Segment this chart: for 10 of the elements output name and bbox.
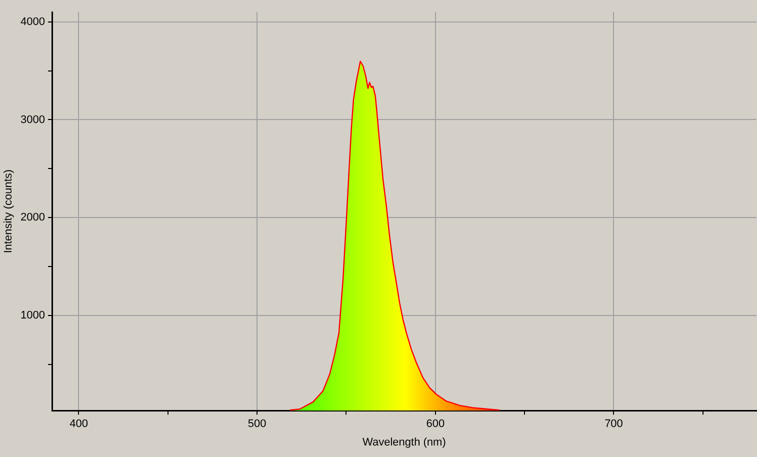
x-tick-label: 700 bbox=[604, 418, 623, 430]
y-tick-label: 2000 bbox=[20, 212, 45, 224]
x-tick-label: 400 bbox=[70, 418, 88, 430]
x-axis-title: Wavelength (nm) bbox=[362, 436, 446, 448]
x-tick-label: 500 bbox=[248, 418, 266, 430]
y-tick-label: 4000 bbox=[20, 16, 45, 28]
y-tick-label: 3000 bbox=[20, 114, 45, 126]
y-tick-label: 1000 bbox=[20, 310, 45, 322]
x-tick-label: 600 bbox=[426, 418, 445, 430]
y-axis-title: Intensity (counts) bbox=[2, 169, 15, 254]
